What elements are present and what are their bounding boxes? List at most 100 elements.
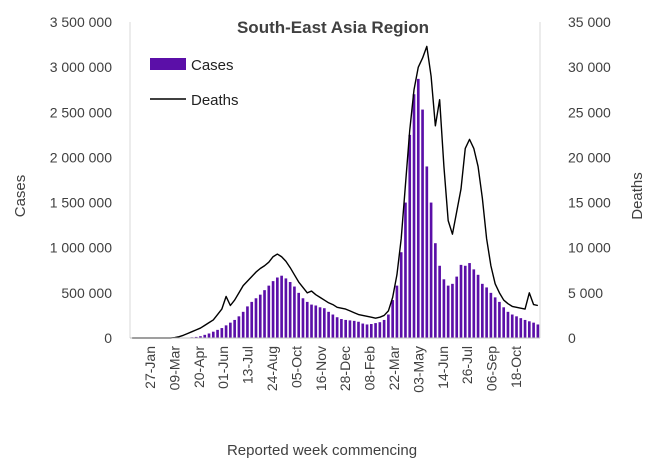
cases-bar [463, 265, 467, 338]
cases-bar [344, 319, 347, 338]
cases-bar [297, 292, 301, 338]
x-tick-label: 06-Sep [484, 346, 500, 391]
left-tick-label: 0 [104, 330, 112, 346]
cases-bar [493, 297, 497, 338]
x-tick-label: 24-Aug [264, 346, 280, 391]
cases-bar [536, 324, 540, 338]
cases-bar [271, 281, 275, 338]
cases-bar [280, 275, 283, 338]
cases-bar [216, 329, 219, 338]
cases-bar [498, 301, 501, 338]
cases-bar [318, 307, 322, 338]
chart-title: South-East Asia Region [237, 18, 429, 37]
right-axis-ticks: 0 5 000 10 000 15 000 20 000 25 000 30 000 35 0… [568, 14, 611, 346]
x-tick-label: 16-Nov [313, 346, 329, 391]
left-tick-label: 1 000 000 [50, 240, 112, 256]
cases-bar [404, 202, 407, 338]
cases-bar [327, 311, 330, 338]
x-axis-title: Reported week commencing [227, 442, 417, 459]
cases-bar [220, 328, 224, 338]
right-tick-label: 5 000 [568, 285, 603, 301]
cases-bar [515, 316, 518, 338]
x-tick-label: 05-Oct [288, 346, 304, 388]
cases-bar [434, 243, 437, 338]
cases-bar [451, 283, 454, 338]
left-tick-label: 3 500 000 [50, 14, 112, 30]
cases-bar [250, 301, 254, 338]
x-tick-label: 08-Feb [362, 346, 378, 391]
cases-bar [203, 334, 207, 338]
cases-bar [412, 94, 416, 338]
cases-bar [442, 279, 446, 338]
cases-bar [335, 317, 339, 338]
right-tick-label: 25 000 [568, 104, 611, 120]
x-tick-label: 01-Jun [215, 346, 231, 389]
x-tick-label: 13-Jul [240, 346, 256, 384]
cases-bar [288, 282, 292, 338]
x-axis-ticks: 27-Jan 09-Mar 20-Apr 01-Jun 13-Jul 24-Aug 05-O… [142, 346, 524, 393]
cases-bar [352, 320, 356, 338]
cases-bar [233, 319, 236, 338]
cases-bar [301, 298, 305, 338]
cases-bar [481, 283, 484, 338]
cases-bar [421, 109, 424, 338]
cases-bar [455, 276, 459, 338]
legend-cases-swatch [150, 58, 186, 70]
cases-bar [528, 321, 531, 338]
cases-bar [408, 134, 412, 338]
cases-bar [382, 319, 386, 338]
cases-bar [263, 290, 266, 338]
cases-bar [340, 319, 343, 338]
cases-bar [365, 324, 369, 338]
cases-bar [237, 316, 241, 338]
cases-bar [374, 323, 377, 338]
cases-bar [310, 304, 313, 338]
cases-bar [532, 322, 535, 338]
cases-bars [182, 78, 540, 338]
cases-bar [211, 331, 215, 338]
cases-bar [258, 294, 262, 338]
cases-bar [476, 274, 480, 338]
cases-bar [378, 322, 382, 338]
cases-bar [331, 314, 335, 338]
x-tick-label: 20-Apr [191, 346, 207, 388]
right-tick-label: 30 000 [568, 59, 611, 75]
right-tick-label: 10 000 [568, 240, 611, 256]
deaths-line [132, 45, 539, 339]
cases-bar [446, 285, 450, 338]
cases-bar [357, 321, 360, 338]
left-axis-title: Cases [12, 175, 29, 218]
cases-bar [510, 314, 514, 338]
right-tick-label: 20 000 [568, 149, 611, 165]
cases-bar [293, 286, 296, 338]
cases-bar [472, 269, 476, 338]
cases-bar [485, 287, 488, 338]
cases-bar [369, 324, 373, 338]
left-tick-label: 2 500 000 [50, 104, 112, 120]
cases-bar [194, 336, 198, 338]
legend: Cases Deaths [150, 57, 239, 109]
legend-cases-label: Cases [191, 57, 234, 74]
x-tick-label: 22-Mar [386, 346, 402, 391]
cases-bar [399, 252, 403, 338]
left-tick-label: 2 000 000 [50, 149, 112, 165]
cases-bar [387, 314, 390, 338]
cases-bar [468, 263, 471, 338]
x-tick-label: 27-Jan [142, 346, 158, 389]
cases-bar [246, 306, 249, 338]
x-tick-label: 03-May [410, 346, 426, 393]
left-axis-ticks: 0 500 000 1 000 000 1 500 000 2 000 000 2 500… [50, 14, 113, 346]
cases-bar [425, 166, 429, 338]
cases-bar [305, 301, 309, 338]
x-tick-label: 09-Mar [166, 346, 182, 391]
legend-deaths-label: Deaths [191, 92, 239, 109]
cases-bar [391, 300, 394, 338]
x-tick-label: 14-Jun [435, 346, 451, 389]
cases-bar [224, 325, 228, 338]
cases-bar [519, 318, 523, 338]
left-tick-label: 500 000 [61, 285, 112, 301]
x-tick-label: 26-Jul [459, 346, 475, 384]
cases-bar [438, 265, 441, 338]
cases-bar [199, 336, 202, 338]
